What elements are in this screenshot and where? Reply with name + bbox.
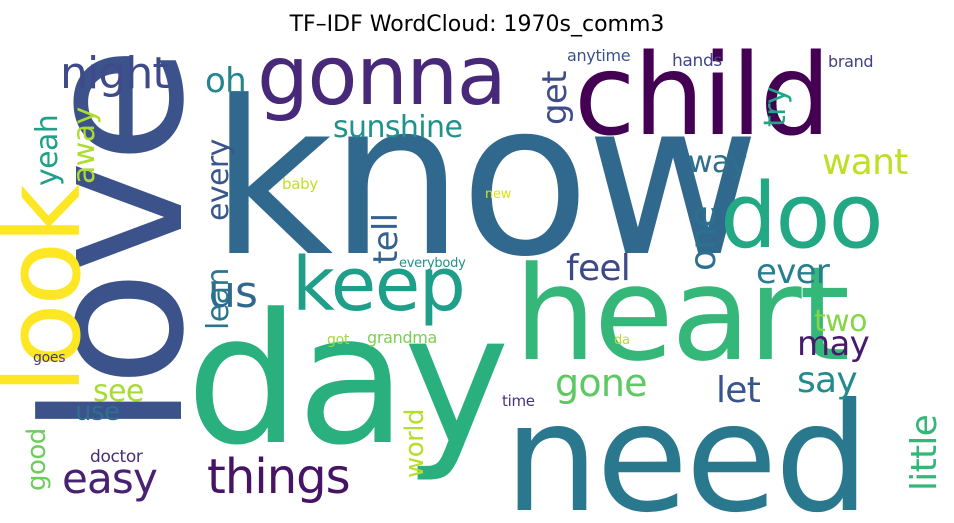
word-ever: ever	[756, 252, 830, 292]
word-world: world	[400, 409, 430, 478]
word-need: need	[504, 372, 867, 523]
word-yeah: yeah	[30, 115, 65, 186]
word-time: time	[502, 392, 535, 410]
word-us: us	[208, 267, 257, 318]
word-use: use	[75, 397, 119, 427]
word-anytime: anytime	[567, 46, 630, 65]
word-baby: baby	[282, 175, 318, 193]
word-two: two	[814, 304, 867, 339]
word-new: new	[485, 187, 512, 202]
word-hands: hands	[672, 51, 722, 71]
word-good: good	[22, 428, 52, 491]
word-tell: tell	[366, 214, 406, 264]
word-lean: lean	[201, 268, 236, 330]
word-child: child	[574, 31, 829, 161]
word-gone: gone	[555, 361, 647, 405]
word-one: one	[683, 206, 724, 271]
word-may: may	[797, 324, 870, 364]
word-doctor: doctor	[90, 447, 143, 467]
word-easy: easy	[62, 454, 157, 503]
word-day: day	[186, 276, 506, 485]
word-goes: goes	[33, 350, 65, 366]
word-oh: oh	[205, 61, 246, 101]
word-let: let	[716, 370, 761, 411]
word-night: night	[60, 48, 169, 99]
word-keep: keep	[292, 242, 464, 328]
word-want: want	[822, 142, 908, 183]
word-away: away	[67, 107, 102, 184]
word-heart: heart	[514, 238, 847, 390]
word-gonna: gonna	[257, 29, 505, 124]
word-da: da	[614, 333, 630, 348]
word-sunshine: sunshine	[333, 110, 462, 145]
word-get: get	[535, 71, 575, 125]
word-got: got	[327, 332, 350, 348]
word-look: look	[0, 184, 104, 394]
word-grandma: grandma	[367, 328, 437, 347]
word-things: things	[207, 449, 350, 505]
word-everybody: everybody	[399, 256, 466, 271]
word-doo: doo	[720, 164, 882, 269]
word-know: know	[210, 56, 756, 304]
word-love: love	[4, 50, 227, 437]
word-way: way	[688, 145, 747, 180]
word-see: see	[93, 374, 144, 409]
chart-title: TF–IDF WordCloud: 1970s_comm3	[289, 12, 665, 37]
word-say: say	[797, 360, 857, 401]
word-little: little	[904, 415, 945, 491]
word-try: try	[758, 87, 793, 127]
word-every: every	[201, 139, 236, 221]
word-feel: feel	[566, 248, 630, 289]
word-brand: brand	[828, 52, 873, 71]
